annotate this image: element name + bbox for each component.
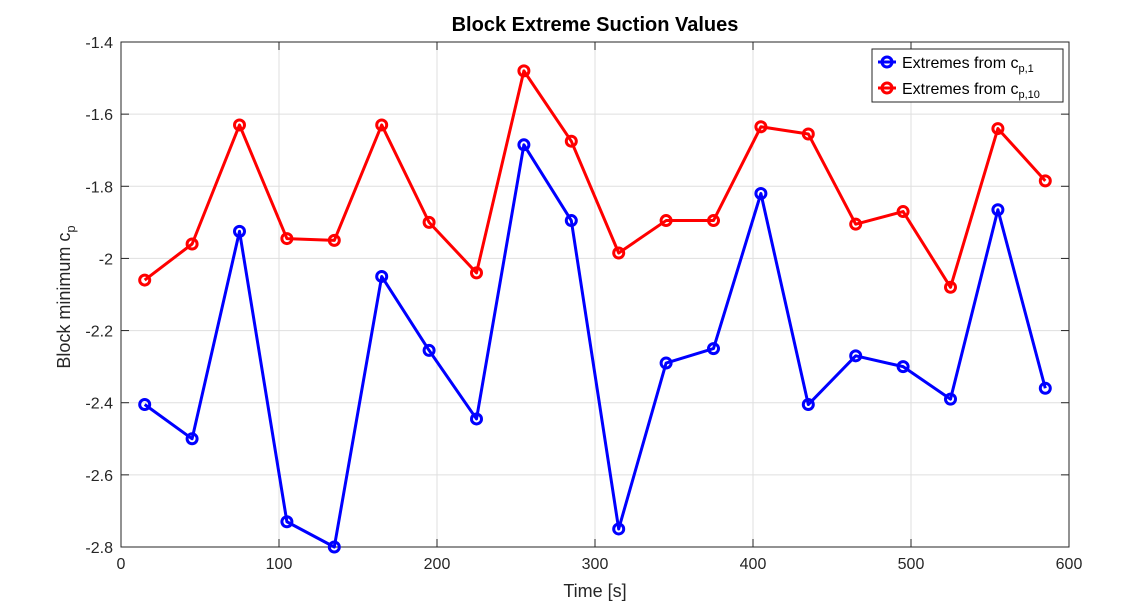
data-point-cp10	[707, 214, 720, 228]
axes-frame	[120, 41, 1070, 548]
legend: Extremes from cp,1 Extremes from cp,10	[871, 48, 1064, 103]
y-axis-label-subscript: p	[63, 225, 78, 232]
data-point-cp10	[944, 280, 957, 294]
data-point-cp10	[422, 215, 436, 229]
y-axis-label: Block minimum cp	[54, 225, 78, 368]
x-tick-label: 500	[898, 556, 925, 573]
data-point-cp10	[327, 233, 341, 247]
y-tick-label: -2.4	[85, 396, 113, 413]
data-point-cp10	[991, 122, 1005, 136]
data-point-cp1	[896, 360, 910, 374]
legend-box	[871, 48, 1064, 103]
series-line-cp1	[143, 143, 1047, 549]
data-point-cp1	[1038, 381, 1052, 395]
x-tick-label: 200	[424, 556, 451, 573]
data-point-cp1	[185, 432, 199, 446]
data-point-cp1	[944, 392, 957, 406]
data-point-cp1	[233, 224, 246, 238]
data-point-cp10	[754, 120, 768, 134]
y-tick-label: -2.6	[85, 468, 113, 485]
legend-label-cp10-base: Extremes from c	[902, 81, 1018, 98]
data-point-cp1	[801, 398, 815, 412]
data-point-cp10	[896, 205, 910, 219]
data-point-cp1	[707, 342, 720, 356]
data-point-cp10	[659, 214, 673, 228]
y-tick-label: -1.6	[85, 107, 113, 124]
data-point-cp10	[280, 232, 294, 246]
data-point-cp1	[138, 398, 152, 412]
data-point-cp10	[185, 237, 199, 251]
data-point-cp10	[1038, 174, 1052, 188]
x-tick-label: 600	[1056, 556, 1083, 573]
series-cp1	[138, 138, 1052, 554]
y-tick-label: -1.4	[85, 35, 113, 52]
data-point-cp1	[517, 138, 531, 152]
x-tick-labels: 0 100 200 300 400 500 600	[117, 556, 1083, 573]
data-point-cp10	[612, 246, 626, 260]
data-point-cp1	[375, 269, 389, 283]
y-tick-label: -1.8	[85, 179, 113, 196]
y-tick-label: -2.2	[85, 324, 113, 341]
data-point-cp10	[138, 273, 152, 287]
y-tick-labels: -2.8 -2.6 -2.4 -2.2 -2 -1.8 -1.6 -1.4	[85, 35, 113, 557]
y-tick-label: -2.8	[85, 540, 113, 557]
data-point-cp10	[564, 134, 578, 148]
legend-label-cp10-subscript: p,10	[1018, 89, 1039, 101]
series-line-cp10	[143, 69, 1047, 289]
data-point-cp1	[991, 203, 1005, 217]
data-point-cp1	[849, 349, 863, 363]
legend-label-cp1-base: Extremes from c	[902, 55, 1018, 72]
x-axis-label: Time [s]	[563, 581, 626, 601]
data-point-cp1	[327, 540, 341, 554]
x-tick-label: 0	[117, 556, 126, 573]
legend-marker-cp1	[880, 55, 894, 69]
data-point-cp1	[659, 356, 673, 370]
legend-label-cp1: Extremes from cp,1	[902, 55, 1034, 75]
x-tick-label: 100	[266, 556, 293, 573]
data-point-cp10	[233, 118, 246, 132]
y-tick-label: -2	[99, 251, 113, 268]
x-tick-label: 300	[582, 556, 609, 573]
data-point-cp1	[564, 214, 578, 228]
data-point-cp1	[612, 522, 626, 536]
data-point-cp10	[517, 64, 531, 78]
y-axis-label-base: Block minimum c	[54, 233, 74, 369]
series-cp10	[138, 64, 1052, 294]
series-layer	[138, 64, 1052, 554]
chart-title: Block Extreme Suction Values	[452, 14, 739, 36]
x-tick-label: 400	[740, 556, 767, 573]
data-point-cp10	[801, 127, 815, 141]
legend-label-cp1-subscript: p,1	[1018, 63, 1033, 75]
data-point-cp10	[470, 266, 483, 280]
data-point-cp1	[422, 343, 436, 357]
data-point-cp10	[375, 118, 389, 132]
data-point-cp10	[849, 217, 863, 231]
legend-label-cp10: Extremes from cp,10	[902, 81, 1040, 101]
data-point-cp1	[754, 187, 768, 200]
legend-marker-cp10	[880, 81, 894, 95]
data-point-cp1	[470, 412, 483, 426]
data-point-cp1	[280, 515, 294, 529]
